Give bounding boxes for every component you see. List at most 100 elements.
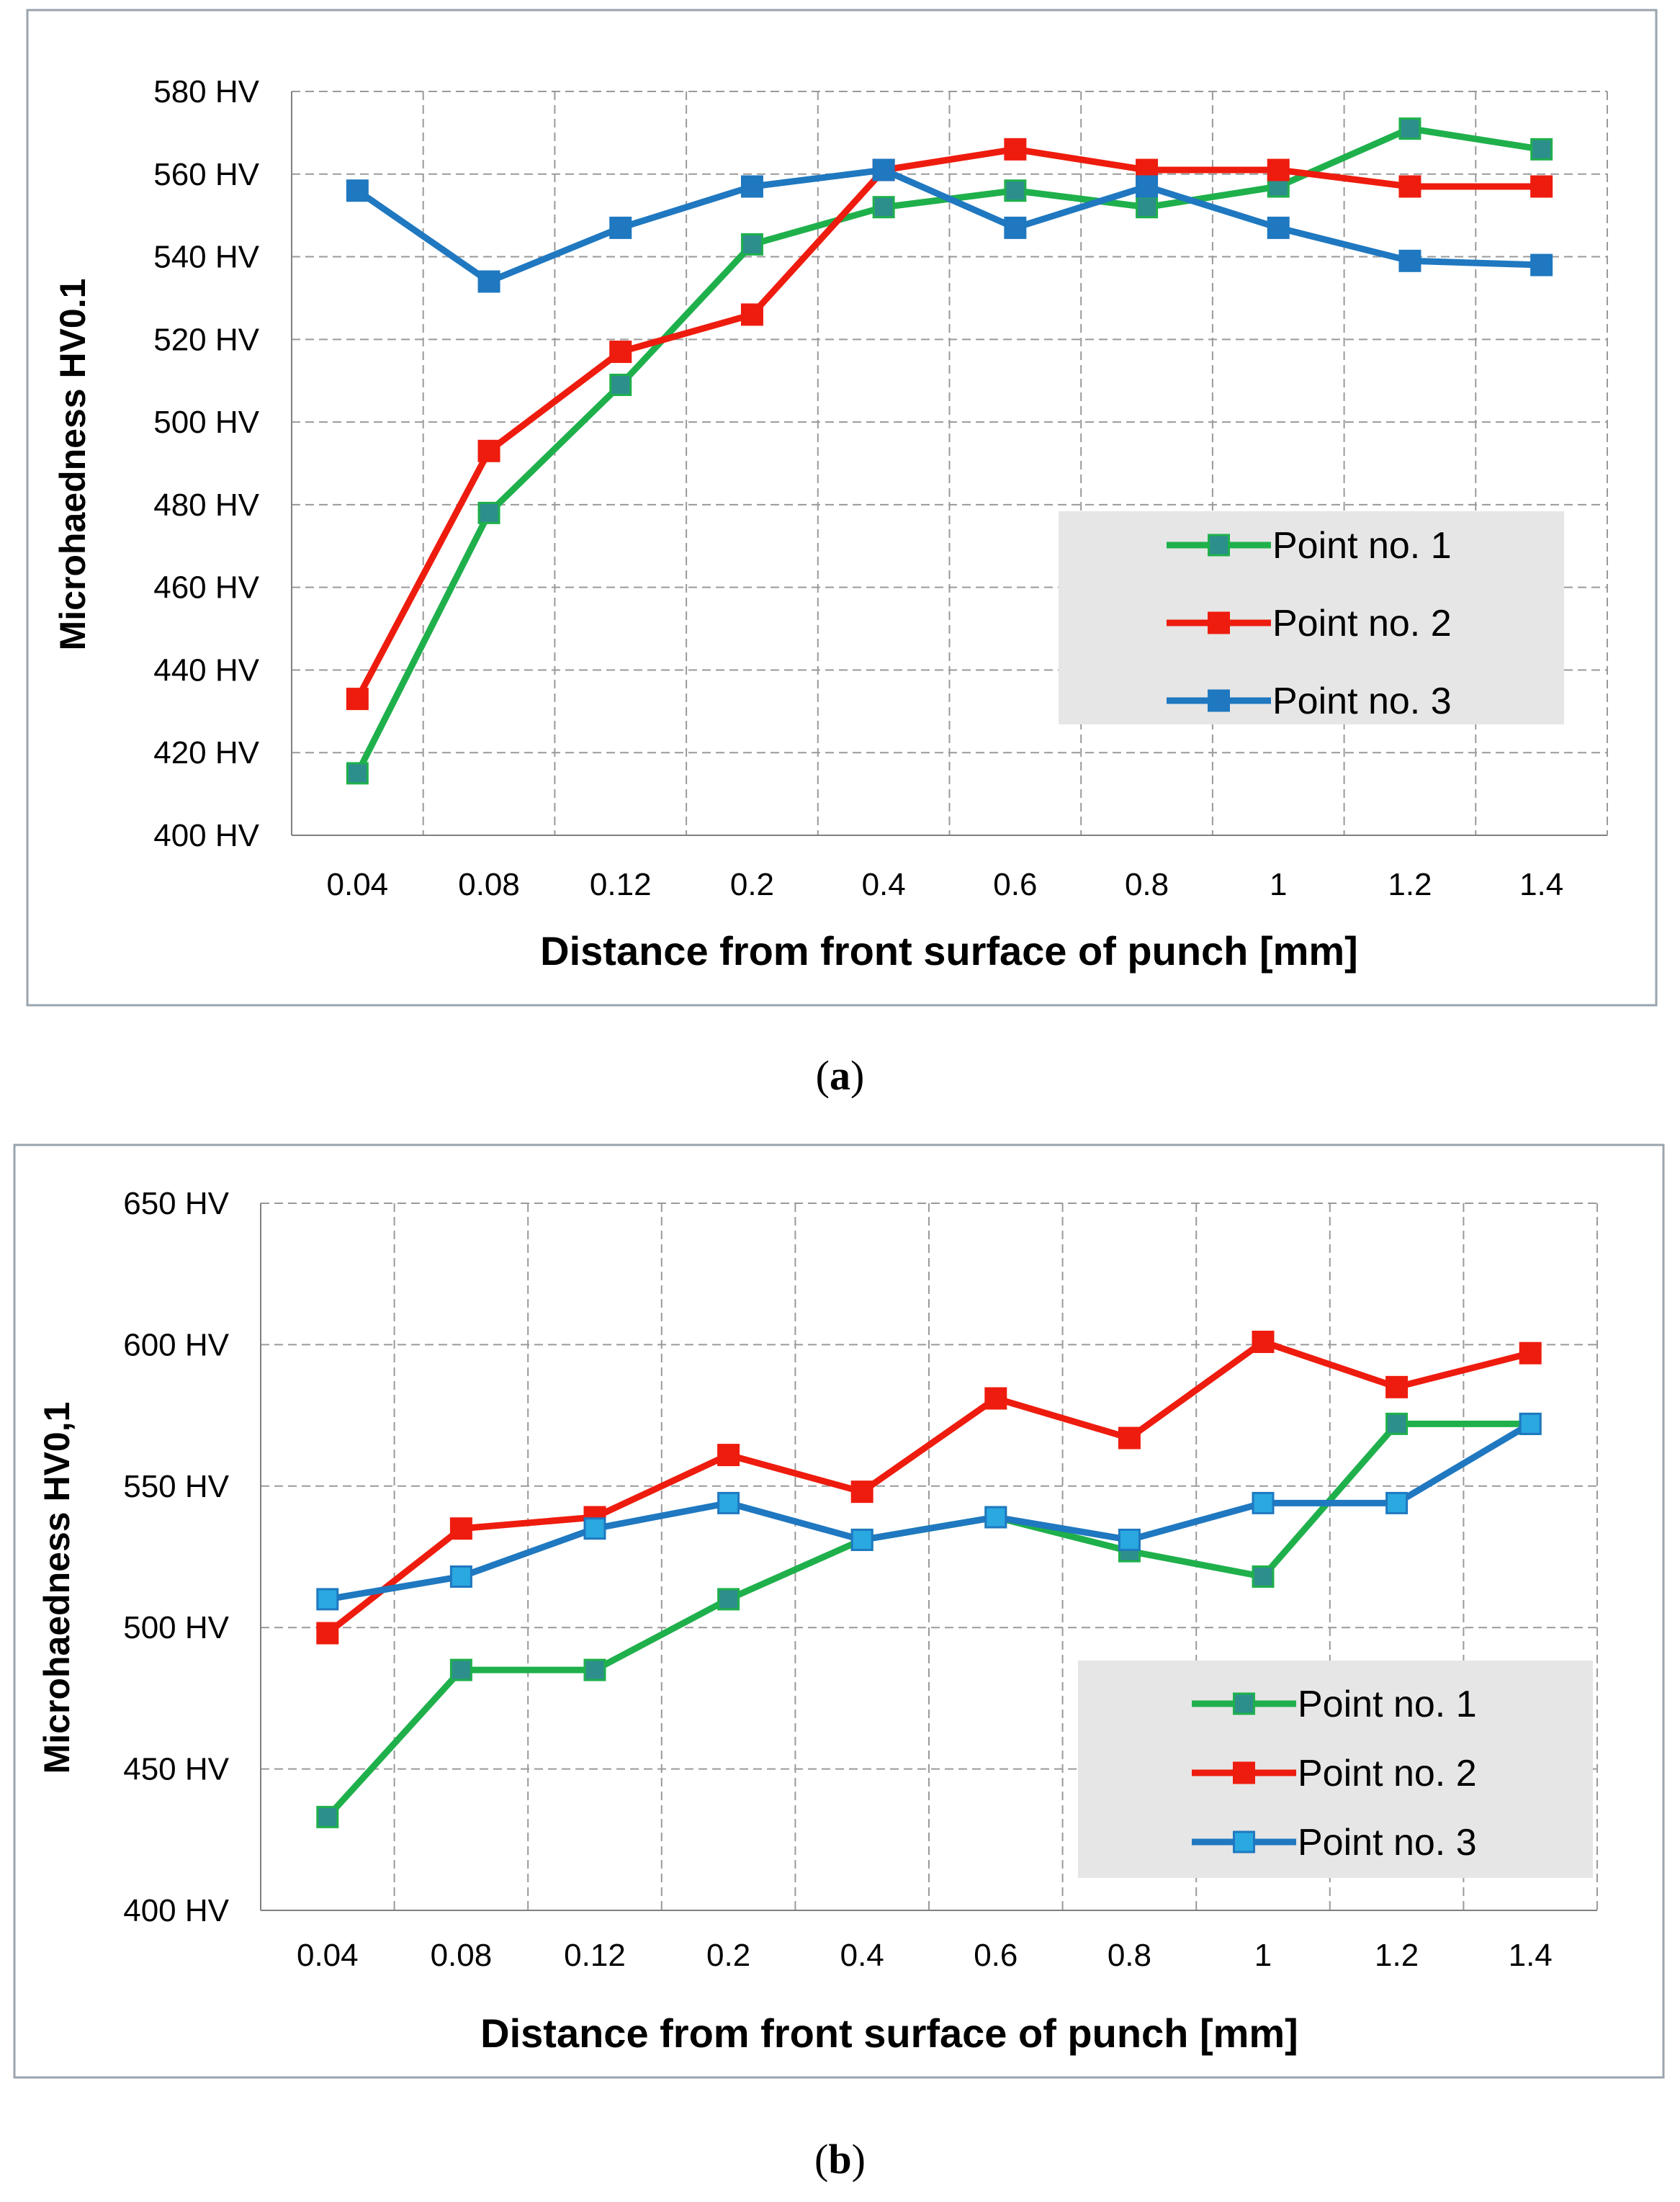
- chart-a-legend: Point no. 1 Point no. 2 Point no. 3: [1167, 525, 1452, 722]
- x-tick-label: 0.8: [1125, 867, 1169, 902]
- data-point: [1252, 1565, 1275, 1588]
- data-point: [1385, 1375, 1409, 1398]
- x-tick-label: 0.12: [590, 867, 652, 902]
- series-line: [327, 1421, 1532, 1603]
- x-tick-label: 1.2: [1375, 1938, 1419, 1973]
- data-point: [477, 270, 500, 293]
- data-point: [1530, 253, 1553, 277]
- data-point: [1530, 175, 1553, 198]
- data-point: [449, 1517, 472, 1540]
- data-point: [717, 1444, 740, 1467]
- x-tick-label: 0.08: [431, 1938, 493, 1973]
- data-point: [316, 1588, 339, 1611]
- data-point: [1398, 175, 1421, 198]
- series-3: [316, 1412, 1542, 1611]
- x-tick-label: 0.4: [862, 867, 906, 902]
- data-point: [872, 158, 895, 181]
- caption-b: (b): [814, 2136, 866, 2183]
- y-tick-label: 580 HV: [153, 74, 259, 109]
- chart-b-grid: [261, 1203, 1598, 1910]
- legend-swatch-marker: [1208, 534, 1230, 557]
- x-tick-label: 0.04: [297, 1938, 359, 1973]
- legend-swatch-marker: [1233, 1761, 1255, 1784]
- data-point: [1530, 138, 1553, 161]
- data-point: [316, 1622, 339, 1645]
- data-point: [609, 216, 632, 239]
- x-tick-label: 1: [1270, 867, 1287, 902]
- chart-a-grid: [292, 91, 1608, 835]
- x-tick-label: 1.2: [1388, 867, 1432, 902]
- y-tick-label: 540 HV: [153, 240, 259, 275]
- caption-a: (a): [815, 1052, 865, 1099]
- y-tick-label: 450 HV: [123, 1752, 229, 1787]
- x-tick-label: 0.08: [458, 867, 520, 902]
- data-point: [449, 1565, 472, 1588]
- data-point: [583, 1658, 606, 1681]
- data-point: [346, 762, 369, 785]
- legend-label: Point no. 2: [1272, 603, 1452, 644]
- series-line: [355, 166, 1542, 285]
- data-point: [1398, 117, 1421, 140]
- y-tick-label: 500 HV: [123, 1610, 229, 1645]
- series-2: [316, 1330, 1542, 1645]
- y-tick-label: 520 HV: [153, 322, 259, 357]
- y-tick-label: 560 HV: [153, 157, 259, 192]
- chart-b-frame: [13, 1143, 1665, 2079]
- legend-label: Point no. 1: [1272, 525, 1452, 567]
- data-point: [717, 1588, 740, 1611]
- y-tick-label: 650 HV: [123, 1186, 229, 1221]
- y-tick-label: 420 HV: [153, 735, 259, 770]
- data-point: [316, 1805, 339, 1828]
- x-tick-label: 1.4: [1519, 867, 1563, 902]
- data-point: [740, 303, 763, 326]
- y-tick-label: 500 HV: [153, 405, 259, 440]
- chart-b: 400 HV 450 HV 500 HV 550 HV 600 HV 650 HV 0.0…: [13, 1143, 1665, 2079]
- data-point: [449, 1658, 472, 1681]
- data-point: [984, 1387, 1007, 1410]
- data-point: [1519, 1342, 1542, 1365]
- x-tick-label: 1: [1254, 1938, 1272, 1973]
- x-tick-label: 0.2: [730, 867, 774, 902]
- legend-swatch-marker: [1208, 689, 1230, 712]
- data-point: [346, 179, 369, 202]
- data-point: [872, 196, 895, 219]
- data-point: [1267, 216, 1290, 239]
- x-tick-label: 0.12: [564, 1938, 626, 1973]
- series-line: [354, 145, 1542, 701]
- series-line: [325, 1338, 1532, 1636]
- data-point: [609, 341, 632, 364]
- chart-b-y-axis-title: Microhaedness HV0,1: [37, 1402, 77, 1774]
- legend-swatch-marker: [1208, 611, 1230, 634]
- y-tick-label: 440 HV: [153, 652, 259, 688]
- series-2: [346, 138, 1553, 711]
- chart-b-legend: Point no. 1 Point no. 2 Point no. 3: [1192, 1684, 1477, 1864]
- data-point: [850, 1480, 873, 1504]
- chart-b-y-tick-labels: 400 HV 450 HV 500 HV 550 HV 600 HV 650 HV: [123, 1186, 229, 1928]
- y-tick-label: 400 HV: [123, 1893, 229, 1928]
- data-point: [583, 1517, 606, 1540]
- y-tick-label: 480 HV: [153, 487, 259, 523]
- chart-a-y-tick-labels: 400 HV 420 HV 440 HV 460 HV 480 HV 500 HV 520 …: [153, 74, 259, 853]
- data-point: [1252, 1491, 1275, 1514]
- data-point: [1118, 1426, 1141, 1450]
- y-tick-label: 460 HV: [153, 570, 259, 606]
- chart-b-x-tick-labels: 0.04 0.08 0.12 0.2 0.4 0.6 0.8 1 1.2 1.4: [297, 1938, 1553, 1973]
- data-point: [1252, 1330, 1275, 1353]
- y-tick-label: 550 HV: [123, 1469, 229, 1504]
- chart-a-legend-box: [1059, 511, 1564, 724]
- data-point: [850, 1528, 873, 1551]
- x-tick-label: 0.8: [1108, 1938, 1151, 1973]
- data-point: [1385, 1491, 1409, 1514]
- chart-a-series: [346, 117, 1553, 785]
- y-tick-label: 400 HV: [153, 818, 259, 853]
- x-tick-label: 0.2: [706, 1938, 750, 1973]
- x-tick-label: 0.6: [993, 867, 1037, 902]
- data-point: [477, 501, 500, 524]
- data-point: [477, 439, 500, 462]
- x-tick-label: 0.04: [327, 867, 389, 902]
- chart-a-y-axis-title: Microhaedness HV0.1: [53, 279, 93, 651]
- legend-label: Point no. 1: [1298, 1684, 1477, 1725]
- chart-a-x-axis-title: Distance from front surface of punch [mm…: [540, 928, 1358, 974]
- series-3: [346, 158, 1553, 293]
- chart-b-x-axis-title: Distance from front surface of punch [mm…: [480, 2010, 1298, 2056]
